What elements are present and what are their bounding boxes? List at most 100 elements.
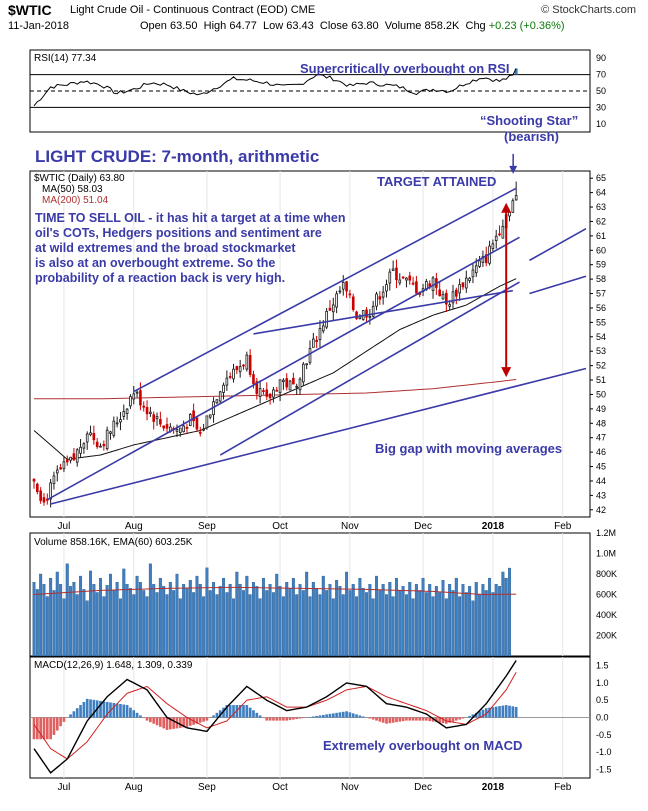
price-candle-body xyxy=(242,364,245,367)
volume-bar xyxy=(501,571,505,657)
high-label: High xyxy=(203,20,227,32)
price-candle-body xyxy=(282,379,285,383)
price-candle-body xyxy=(215,399,219,404)
volume-label: Volume xyxy=(384,20,422,32)
macd-histogram-bar xyxy=(165,717,169,730)
macd-histogram-bar xyxy=(252,710,255,718)
macd-histogram-bar xyxy=(115,703,119,718)
volume-bar xyxy=(125,584,129,657)
macd-histogram-bar xyxy=(398,717,402,722)
volume-panel: 200K 400K 600K 800K 1.0M 1.2M Volume 858.16K,… xyxy=(29,528,617,657)
macd-histogram-bar xyxy=(368,717,372,719)
price-tick-label: 46 xyxy=(596,447,606,457)
volume-bar xyxy=(365,592,369,657)
volume-bar xyxy=(468,586,472,657)
price-x-tick-label: 2018 xyxy=(482,521,505,532)
price-candle-body xyxy=(305,363,308,366)
macd-histogram-bar xyxy=(288,717,292,721)
volume-bar xyxy=(431,596,435,657)
volume-bar xyxy=(248,594,252,657)
macd-histogram-bar xyxy=(242,705,245,718)
volume-bar xyxy=(168,582,172,657)
volume-bar xyxy=(102,596,106,657)
target-attained-annotation: TARGET ATTAINED xyxy=(377,174,496,189)
volume-bar xyxy=(192,592,196,657)
volume-bar xyxy=(331,598,335,657)
rsi-tick-label: 10 xyxy=(596,119,606,129)
volume-bar xyxy=(69,586,73,657)
volume-bar xyxy=(122,568,126,657)
price-candle-body xyxy=(115,422,119,425)
price-candle-body xyxy=(248,355,252,375)
volume-bar xyxy=(185,588,189,657)
macd-line xyxy=(33,660,517,774)
macd-histogram-bar xyxy=(501,705,505,718)
macd-panel: -1.5 -1.0 -0.5 0.0 0.5 1.0 1.5 MACD(12,26,9) 1… xyxy=(29,656,612,793)
price-candle-body xyxy=(401,276,405,279)
price-candle-body xyxy=(132,393,136,400)
price-candle-body xyxy=(152,414,156,422)
chg-label: Chg xyxy=(465,20,486,32)
price-legend-ma50: MA(50) 58.03 xyxy=(42,184,103,195)
price-candle-body xyxy=(159,418,162,425)
macd-x-tick-label: Feb xyxy=(554,782,572,793)
volume-bar xyxy=(55,571,59,657)
price-candle-body xyxy=(42,497,46,503)
volume-bar xyxy=(165,594,169,657)
macd-histogram-bar xyxy=(188,717,192,726)
macd-histogram-bar xyxy=(315,715,318,718)
price-tick-label: 56 xyxy=(596,303,606,313)
price-candle-body xyxy=(265,389,269,397)
macd-histogram-bar xyxy=(295,717,299,720)
price-candle-body xyxy=(245,354,249,370)
price-tick-label: 63 xyxy=(596,202,606,212)
price-tick-label: 42 xyxy=(596,505,606,515)
price-candle-body xyxy=(328,307,332,311)
price-candle-body xyxy=(471,269,475,278)
volume-tick-label: 200K xyxy=(596,631,617,641)
macd-histogram-bar xyxy=(358,715,362,718)
volume-bar xyxy=(428,584,432,657)
price-candle-body xyxy=(365,309,368,318)
price-tick-label: 64 xyxy=(596,188,606,198)
macd-histogram-bar xyxy=(218,710,222,718)
price-candle-body xyxy=(109,431,112,434)
volume-ema-line xyxy=(33,586,517,596)
chart-title-annotation: LIGHT CRUDE: 7-month, arithmetic xyxy=(35,147,319,166)
volume-bar xyxy=(338,586,342,657)
price-candle-body xyxy=(182,425,185,433)
trendline xyxy=(133,187,517,393)
macd-histogram-bar xyxy=(504,705,508,718)
macd-histogram-bar xyxy=(302,717,305,719)
price-candle-body xyxy=(371,305,375,317)
macd-histogram-bar xyxy=(401,717,405,722)
volume-bar xyxy=(451,590,455,657)
rsi-panel: RSI(14) 77.34 Supercritically overbought… xyxy=(29,49,606,133)
ticker-symbol: $WTIC xyxy=(8,2,52,18)
price-candle-body xyxy=(454,289,458,297)
price-tick-label: 44 xyxy=(596,476,606,486)
macd-histogram-bar xyxy=(99,700,102,718)
macd-histogram-bar xyxy=(92,699,96,718)
price-tick-label: 52 xyxy=(596,361,606,371)
macd-histogram-bar xyxy=(125,705,129,718)
price-candle-body xyxy=(275,389,279,392)
macd-histogram-bar xyxy=(162,717,166,729)
macd-histogram-bar xyxy=(42,717,46,740)
brand-watermark: © StockCharts.com xyxy=(541,4,636,16)
macd-histogram-bar xyxy=(478,711,481,718)
macd-histogram-bar xyxy=(75,708,79,718)
macd-histogram-bar xyxy=(275,717,279,721)
price-tick-label: 48 xyxy=(596,418,606,428)
volume-bar xyxy=(414,584,418,657)
price-candle-body xyxy=(102,444,106,447)
volume-bar xyxy=(424,592,428,657)
macd-histogram-bar xyxy=(85,698,89,718)
price-candle-body xyxy=(162,425,166,429)
volume-bar xyxy=(291,577,295,657)
price-legend-ma200: MA(200) 51.04 xyxy=(42,195,109,206)
price-candle-body xyxy=(288,380,292,391)
volume-bar xyxy=(115,582,119,657)
macd-x-tick-label: Aug xyxy=(125,782,143,793)
macd-histogram-bar xyxy=(418,717,422,721)
